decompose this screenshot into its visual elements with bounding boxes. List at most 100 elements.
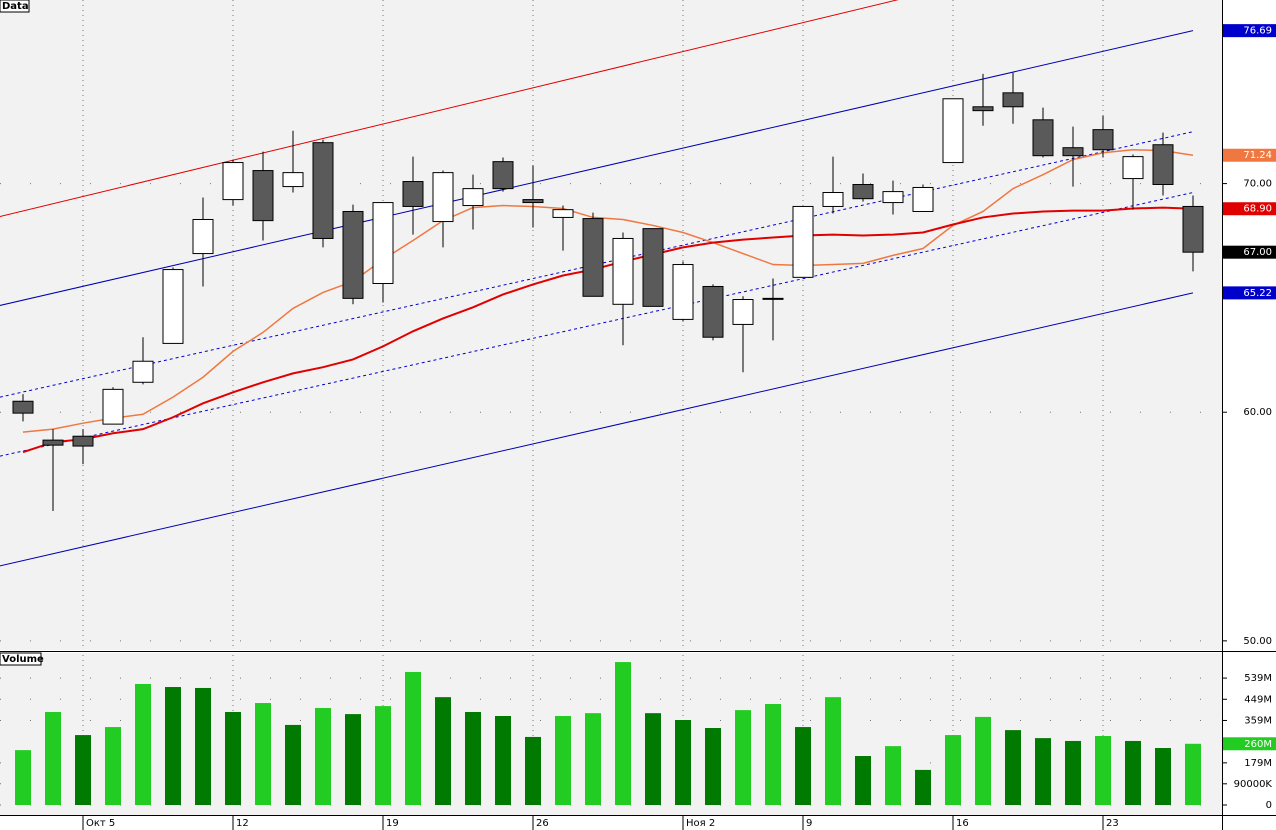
candle-body (402, 181, 424, 207)
price-marker-label: 67.00 (1243, 247, 1272, 258)
volume-bar (705, 727, 721, 805)
candle-body (102, 388, 124, 425)
price-marker-label: 68.90 (1243, 204, 1272, 215)
title-box (0, 652, 42, 666)
volume-bar (15, 750, 31, 805)
candle-body (912, 186, 934, 212)
volume-bar (915, 769, 931, 805)
price-marker-label: 76.69 (1243, 26, 1272, 37)
price-marker (1223, 245, 1276, 259)
volume-bar (675, 719, 691, 805)
volume-bar (525, 736, 541, 805)
y-tick-label: 0 (1266, 800, 1272, 811)
candle-body (732, 299, 754, 325)
volume-bar (585, 713, 601, 805)
volume-bar (195, 687, 211, 805)
candle-body (372, 202, 394, 285)
volume-bar (105, 727, 121, 805)
volume-bar (975, 716, 991, 805)
price-plot (0, 0, 1222, 650)
volume-plot (0, 655, 1222, 806)
x-tick-label: Ноя 2 (686, 818, 715, 829)
volume-title: Volume (2, 654, 44, 665)
y-tick-label: 60.00 (1243, 407, 1272, 418)
candle-body (72, 435, 94, 447)
price-marker-label: 65.22 (1243, 288, 1272, 299)
y-tick-label: 179M (1244, 758, 1272, 769)
volume-bar (1155, 748, 1171, 805)
axes: 50.00 60.00 70.00 76.69 71.24 68.90 67.00 65.22… (82, 24, 1276, 830)
volume-bar (1005, 730, 1021, 805)
candle-body (492, 161, 514, 190)
y-tick-label: 50.00 (1243, 636, 1272, 647)
volume-bar (795, 727, 811, 805)
price-title: Data (2, 1, 29, 12)
candle-body (672, 264, 694, 320)
candle-body (252, 170, 274, 222)
volume-bar (1125, 740, 1141, 805)
volume-bar (735, 710, 751, 805)
candle-body (1092, 129, 1114, 151)
volume-bar (1095, 736, 1111, 805)
candle-body (42, 439, 64, 446)
volume-bar (465, 711, 481, 805)
candle-body (132, 360, 154, 383)
candle-body (12, 400, 34, 414)
moving-average (22, 149, 1194, 433)
y-tick-label: 90000K (1234, 779, 1273, 790)
candle-body (222, 162, 244, 201)
y-tick-label: 359M (1244, 715, 1272, 726)
candle-body (882, 191, 904, 204)
x-tick-label: 12 (236, 818, 249, 829)
candle-body (1002, 92, 1024, 108)
y-tick-label: 449M (1244, 694, 1272, 705)
candle-body (582, 218, 604, 297)
candle-body (1152, 144, 1174, 186)
candle-body (942, 98, 964, 164)
candle-body (972, 106, 994, 112)
trendline (0, 0, 899, 218)
candle-body (1182, 205, 1204, 253)
candle-body (192, 218, 214, 255)
trendline (0, 292, 1194, 567)
candle-body (702, 285, 724, 338)
x-tick-label: 23 (1106, 818, 1119, 829)
volume-bar (135, 683, 151, 805)
candle-body (282, 172, 304, 188)
candle-body (612, 237, 634, 305)
price-marker-label: 260M (1244, 739, 1272, 750)
candle-body (552, 209, 574, 218)
x-tick-label: 19 (386, 818, 399, 829)
price-marker (1223, 202, 1276, 216)
candle-body (852, 184, 874, 200)
price-marker (1223, 148, 1276, 162)
volume-bar (75, 735, 91, 805)
volume-bar (615, 662, 631, 805)
volume-bar (315, 707, 331, 805)
candle-body (642, 228, 664, 307)
volume-bar (495, 715, 511, 805)
candle-body (432, 172, 454, 223)
candle-body (522, 199, 544, 204)
volume-bar (855, 756, 871, 805)
candle-body (822, 192, 844, 207)
moving-average (22, 206, 1194, 454)
volume-bar (825, 697, 841, 805)
volume-bar (255, 703, 271, 805)
x-tick-label: 26 (536, 818, 549, 829)
candle-body (312, 142, 334, 239)
volume-bar (405, 671, 421, 805)
candle-body (1032, 119, 1054, 157)
volume-bar (945, 735, 961, 805)
candle-body (1062, 147, 1084, 157)
volume-bar (1065, 740, 1081, 805)
price-panel (0, 0, 1222, 650)
volume-bar (1185, 743, 1201, 805)
x-tick-label: Окт 5 (86, 818, 115, 829)
candle-body (162, 269, 184, 344)
candle-body (1122, 156, 1144, 180)
price-marker-label: 71.24 (1243, 150, 1272, 161)
y-tick-label: 70.00 (1243, 179, 1272, 190)
candle-body (342, 210, 364, 299)
